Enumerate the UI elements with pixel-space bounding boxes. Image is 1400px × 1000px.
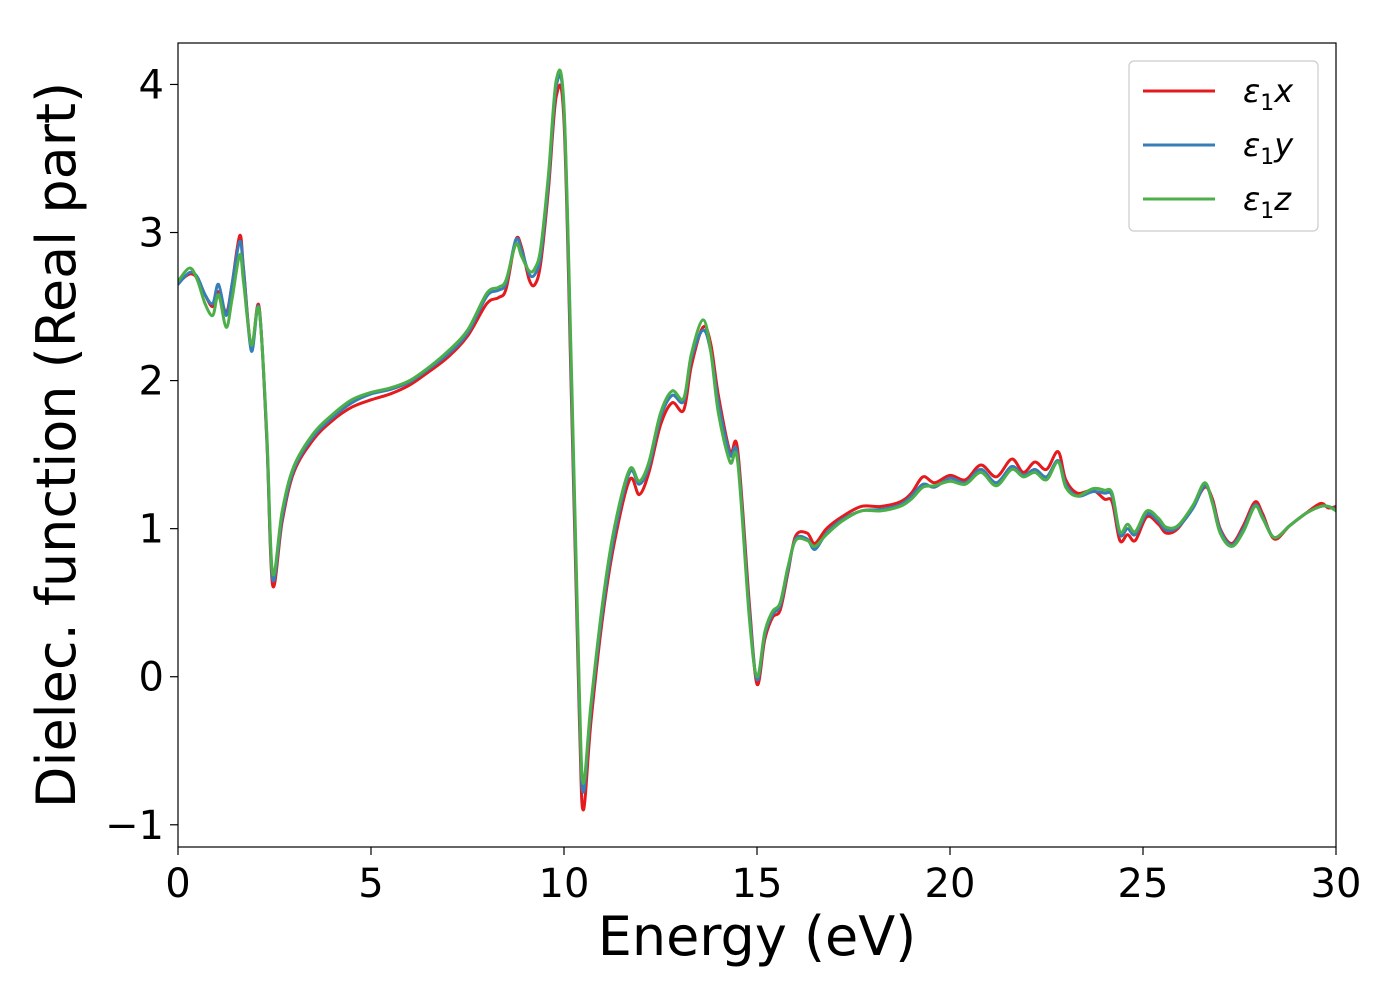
series-line-z <box>178 68 1336 785</box>
x-tick-label: 30 <box>1311 861 1362 907</box>
x-tick-label: 15 <box>732 861 783 907</box>
x-tick-label: 10 <box>539 861 590 907</box>
legend-label-x: ε1x <box>1243 72 1294 116</box>
legend-label-z: ε1z <box>1243 180 1292 224</box>
x-tick-label: 25 <box>1118 861 1169 907</box>
y-axis-title: Dielec. function (Real part) <box>25 82 88 808</box>
y-tick-label: 2 <box>139 359 164 405</box>
legend-label-y: ε1y <box>1243 126 1294 170</box>
legend-box <box>1128 60 1319 232</box>
legend: ε1x ε1y ε1z <box>1128 60 1319 232</box>
y-tick-label: 1 <box>139 507 164 553</box>
x-tick-label: 20 <box>925 861 976 907</box>
x-tick-label: 0 <box>165 861 190 907</box>
y-tick-label: 0 <box>139 655 164 701</box>
y-axis: −1 0 1 2 3 4 <box>105 62 178 849</box>
x-axis-title: Energy (eV) <box>598 905 917 968</box>
series-layer <box>178 68 1336 812</box>
y-tick-label: 3 <box>139 211 164 257</box>
x-axis: 0 5 10 15 20 25 30 <box>165 847 1361 907</box>
y-tick-label: −1 <box>105 803 164 849</box>
y-tick-label: 4 <box>139 62 164 108</box>
x-tick-label: 5 <box>358 861 383 907</box>
